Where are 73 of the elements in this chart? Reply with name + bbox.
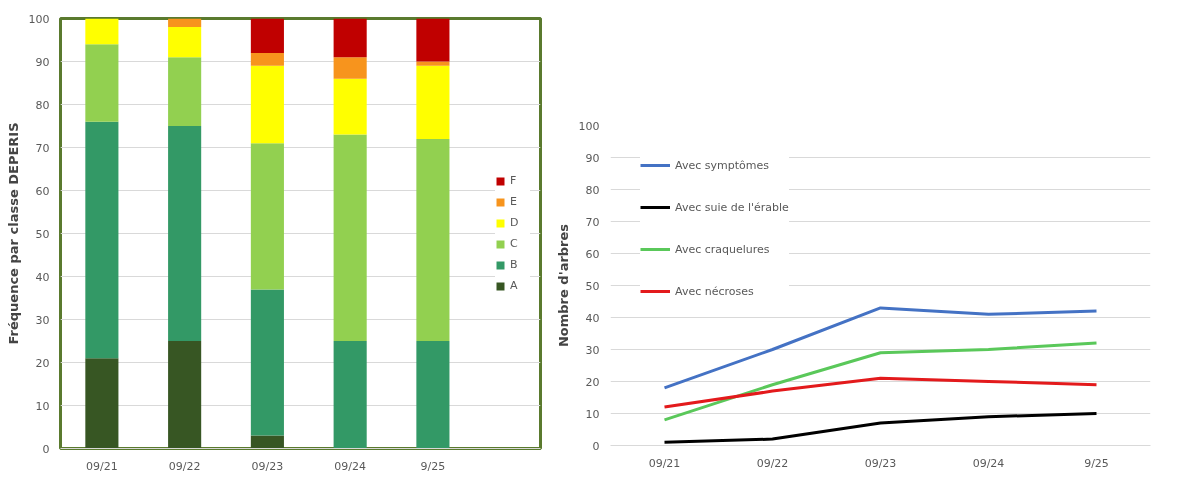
- bar: [85, 18, 119, 45]
- bar: [250, 52, 284, 66]
- bar: [250, 65, 284, 144]
- y-tick-label: 80: [35, 98, 50, 112]
- legend-label: Avec nécroses: [675, 284, 754, 298]
- legend-label: Avec symptômes: [675, 158, 769, 172]
- x-tick-label: 09/22: [168, 459, 201, 473]
- x-tick-label: 09/22: [756, 456, 789, 470]
- bar: [250, 435, 284, 449]
- y-axis-title: Nombre d'arbres: [555, 223, 571, 348]
- bar: [333, 18, 367, 58]
- y-tick-label: 60: [35, 184, 50, 198]
- x-tick-label: 9/25: [1084, 456, 1109, 470]
- y-tick-label: 60: [585, 247, 600, 261]
- bar: [333, 78, 367, 135]
- y-axis-title: Fréquence par classe DEPERIS: [5, 122, 21, 345]
- y-tick-label: 40: [585, 311, 600, 325]
- legend-label: Avec craquelures: [675, 242, 770, 256]
- y-tick-label: 70: [585, 215, 600, 229]
- bar: [416, 138, 450, 341]
- legend-label: F: [510, 174, 518, 187]
- y-tick-label: 100: [578, 119, 600, 133]
- bar: [168, 341, 202, 449]
- legend-label: Avec suie de l'érable: [675, 200, 789, 214]
- y-tick-label: 90: [585, 151, 600, 165]
- legend-label: C: [510, 237, 519, 250]
- legend-label: A: [510, 279, 519, 292]
- bar: [85, 44, 119, 122]
- bar: [168, 57, 202, 126]
- bar: [416, 61, 450, 66]
- line-series: [663, 306, 1098, 390]
- line-series: [663, 376, 1098, 409]
- legend-label: D: [510, 216, 520, 229]
- bar: [250, 289, 284, 436]
- x-tick-label: 9/25: [420, 459, 446, 473]
- y-tick-label: 90: [35, 55, 50, 69]
- bar: [168, 27, 202, 58]
- x-tick-label: 09/23: [864, 456, 897, 470]
- line-series: [663, 412, 1098, 444]
- line-series: [663, 341, 1098, 422]
- x-tick-label: 09/23: [251, 459, 284, 473]
- x-tick-label: 09/21: [86, 459, 118, 473]
- bar: [168, 18, 202, 28]
- bar: [85, 358, 119, 449]
- y-tick-label: 10: [585, 407, 600, 421]
- bar: [168, 126, 202, 341]
- y-tick-label: 40: [35, 270, 50, 284]
- y-tick-label: 50: [585, 279, 600, 293]
- y-tick-label: 30: [35, 313, 50, 327]
- legend-label: E: [510, 195, 518, 208]
- x-tick-label: 09/21: [648, 456, 681, 470]
- x-tick-label: 09/24: [334, 459, 367, 473]
- bar: [333, 57, 367, 79]
- bar: [333, 134, 367, 341]
- x-tick-label: 09/24: [972, 456, 1005, 470]
- bar: [416, 18, 450, 62]
- y-tick-label: 30: [585, 343, 600, 357]
- bar: [416, 65, 450, 139]
- y-tick-label: 80: [585, 183, 600, 197]
- y-tick-label: 20: [585, 375, 600, 389]
- bar: [250, 143, 284, 290]
- bar: [333, 341, 367, 449]
- y-tick-label: 70: [35, 141, 50, 155]
- y-tick-label: 0: [592, 439, 600, 453]
- y-tick-label: 10: [35, 399, 50, 413]
- y-tick-label: 100: [28, 12, 50, 26]
- y-tick-label: 50: [35, 227, 50, 241]
- bar: [416, 341, 450, 449]
- y-tick-label: 0: [42, 442, 50, 456]
- bar: [250, 18, 284, 53]
- legend-label: B: [510, 258, 519, 271]
- bar: [85, 121, 119, 359]
- y-tick-label: 20: [35, 356, 50, 370]
